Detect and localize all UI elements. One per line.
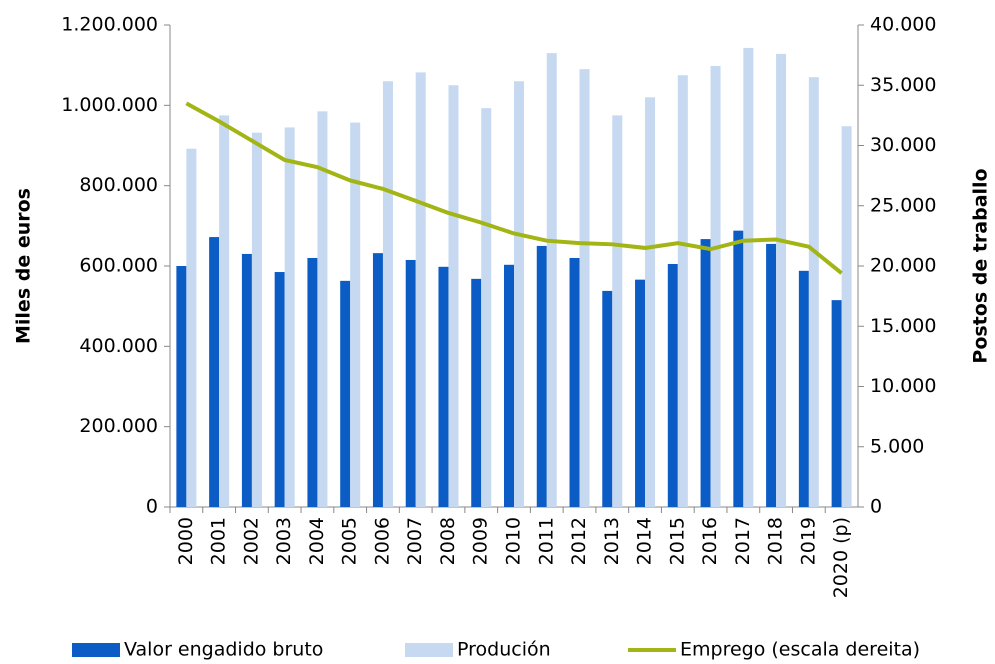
- bar: [284, 127, 295, 508]
- y-tick-label: 200.000: [79, 415, 158, 437]
- bar: [471, 278, 482, 507]
- x-tick-label: 2012: [568, 517, 590, 565]
- bar: [602, 290, 613, 507]
- bar: [186, 148, 197, 508]
- legend-label: Emprego (escala dereita): [680, 639, 920, 661]
- x-tick-label: 2003: [273, 517, 295, 565]
- bar: [382, 81, 393, 507]
- x-tick-label: 2013: [601, 517, 623, 565]
- bar: [251, 132, 262, 507]
- bar: [733, 230, 744, 508]
- bar: [579, 69, 590, 507]
- x-tick-label: 2014: [634, 517, 656, 565]
- y2-tick-label: 25.000: [870, 194, 936, 216]
- y2-tick-label: 15.000: [870, 315, 936, 337]
- bar: [645, 97, 656, 508]
- x-tick-label: 2015: [666, 517, 688, 565]
- bar: [241, 253, 252, 507]
- y-tick-label: 800.000: [79, 174, 158, 196]
- y2-tick-label: 30.000: [870, 134, 936, 156]
- bar: [372, 253, 383, 507]
- y2-tick-label: 20.000: [870, 255, 936, 277]
- bar: [841, 126, 852, 507]
- y2-tick-label: 5.000: [870, 435, 924, 457]
- bar: [438, 266, 449, 507]
- bar: [612, 115, 623, 507]
- x-tick-label: 2010: [503, 517, 525, 565]
- bar: [350, 122, 361, 507]
- legend-marker: [72, 643, 120, 657]
- bar: [831, 300, 842, 507]
- x-tick-label: 2019: [797, 517, 819, 565]
- y2-tick-label: 40.000: [870, 14, 936, 36]
- bar: [415, 72, 426, 507]
- x-tick-label: 2004: [306, 517, 328, 565]
- bar: [569, 257, 580, 507]
- x-tick-label: 2020 (p): [830, 517, 852, 598]
- bar: [700, 239, 711, 508]
- bar: [743, 47, 754, 508]
- legend-marker: [405, 643, 453, 657]
- y-tick-label: 600.000: [79, 255, 158, 277]
- bar: [766, 243, 777, 508]
- y2-axis-label: Postos de traballo: [970, 168, 992, 363]
- x-tick-label: 2001: [208, 517, 230, 565]
- y2-tick-label: 10.000: [870, 375, 936, 397]
- bar: [635, 279, 646, 507]
- bar: [667, 263, 678, 507]
- bar: [405, 259, 416, 507]
- y-axis-label: Miles de euros: [13, 188, 35, 344]
- bar: [546, 53, 557, 507]
- bar: [209, 237, 220, 507]
- bar: [307, 257, 318, 507]
- bar: [776, 53, 787, 508]
- x-tick-label: 2011: [535, 517, 557, 565]
- y-tick-label: 1.200.000: [61, 14, 158, 36]
- x-tick-label: 2002: [240, 517, 262, 565]
- y-tick-label: 400.000: [79, 335, 158, 357]
- bar: [219, 115, 230, 507]
- bar: [808, 77, 819, 507]
- y-tick-label: 1.000.000: [61, 94, 158, 116]
- bar: [504, 264, 514, 507]
- x-tick-label: 2017: [732, 517, 754, 565]
- bar: [274, 272, 285, 507]
- legend-label: Valor engadido bruto: [124, 639, 323, 661]
- x-tick-label: 2000: [175, 517, 197, 565]
- bar: [536, 245, 547, 507]
- y2-tick-label: 35.000: [870, 74, 936, 96]
- x-tick-label: 2009: [470, 517, 492, 565]
- y2-tick-label: 0: [870, 496, 882, 518]
- bar: [317, 111, 328, 507]
- y-tick-label: 0: [146, 496, 158, 518]
- x-tick-label: 2005: [339, 517, 361, 565]
- x-tick-label: 2016: [699, 517, 721, 565]
- x-tick-label: 2008: [437, 517, 459, 565]
- x-tick-label: 2007: [404, 517, 426, 565]
- line: [185, 101, 843, 275]
- x-tick-label: 2006: [371, 517, 393, 565]
- legend-label: Produción: [457, 639, 551, 661]
- bar: [514, 81, 524, 507]
- bar: [176, 266, 187, 507]
- bar: [677, 75, 688, 507]
- bar: [481, 108, 492, 508]
- bar: [710, 65, 721, 507]
- x-tick-label: 2018: [765, 517, 787, 565]
- bar: [448, 85, 459, 507]
- bar: [798, 270, 809, 507]
- bar: [340, 280, 351, 507]
